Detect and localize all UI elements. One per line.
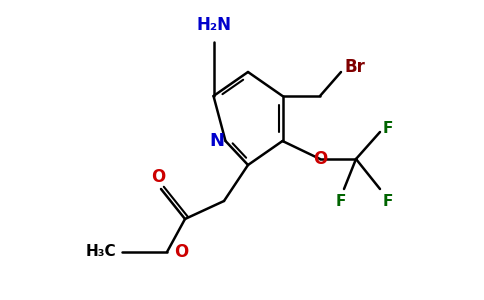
Text: F: F: [383, 122, 393, 136]
Text: F: F: [383, 194, 393, 208]
Text: H₃C: H₃C: [85, 244, 116, 260]
Text: H₂N: H₂N: [196, 16, 231, 34]
Text: O: O: [313, 150, 327, 168]
Text: O: O: [175, 243, 189, 261]
Text: Br: Br: [344, 58, 365, 76]
Text: O: O: [151, 168, 165, 186]
Text: N: N: [210, 132, 225, 150]
Text: F: F: [336, 194, 346, 208]
